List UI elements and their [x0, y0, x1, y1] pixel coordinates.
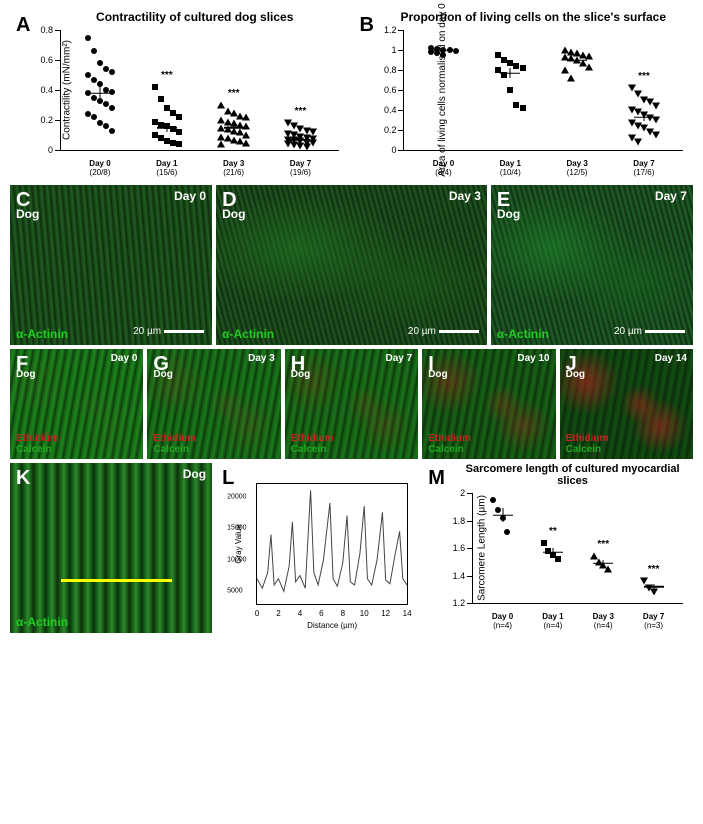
panel-j: J Dog Day 14 Ethidium Calcein	[560, 349, 693, 459]
panel-m: M Sarcomere length of cultured myocardia…	[422, 463, 693, 635]
panel-h: H Dog Day 7 Ethidium Calcein	[285, 349, 418, 459]
panel-i: I Dog Day 10 Ethidium Calcein	[422, 349, 555, 459]
panel-m-label: M	[428, 467, 445, 490]
panel-m-title: Sarcomere length of cultured myocardial …	[452, 463, 693, 487]
panel-c-label: C	[16, 189, 30, 212]
panel-c-scale: 20 µm	[133, 326, 204, 337]
figure-grid: A Contractility of cultured dog slices C…	[10, 10, 693, 635]
panel-a: A Contractility of cultured dog slices C…	[10, 10, 349, 181]
panel-e: E Dog Day 7 α-Actinin 20 µm	[491, 185, 693, 345]
panel-l-plot: Gray Value Distance (µm) 024681012145000…	[256, 483, 408, 605]
panel-k-label: K	[16, 467, 30, 490]
panel-a-label: A	[16, 14, 30, 37]
panel-m-ylabel: Sarcomere Length (µm)	[477, 495, 488, 601]
panel-l: L Gray Value Distance (µm) 0246810121450…	[216, 463, 418, 635]
panel-d: D Dog Day 3 α-Actinin 20 µm	[216, 185, 487, 345]
panel-a-ylabel: Contractility (mN/mm²)	[62, 40, 73, 140]
panel-d-day: Day 3	[449, 189, 481, 203]
panel-e-stain: α-Actinin	[497, 327, 549, 341]
panel-e-scale: 20 µm	[614, 326, 685, 337]
panel-f: F Dog Day 0 Ethidium Calcein	[10, 349, 143, 459]
panel-a-chart: Contractility (mN/mm²) 00.20.40.60.8Day …	[60, 30, 339, 151]
panel-c: C Dog Day 0 α-Actinin 20 µm	[10, 185, 212, 345]
panel-e-label: E	[497, 189, 510, 212]
panel-b-ylabel: Area of living cells normalised on day 0	[438, 3, 449, 176]
panel-e-day: Day 7	[655, 189, 687, 203]
panel-k-species: Dog	[183, 467, 206, 481]
panel-g: G Dog Day 3 Ethidium Calcein	[147, 349, 280, 459]
panel-b-label: B	[359, 14, 373, 37]
panel-m-chart: Sarcomere Length (µm) 1.21.41.61.82Day 0…	[472, 493, 683, 604]
panel-k-measure-line	[61, 579, 172, 582]
panel-a-title: Contractility of cultured dog slices	[40, 10, 349, 24]
panel-d-scale: 20 µm	[408, 326, 479, 337]
panel-b-chart: Area of living cells normalised on day 0…	[403, 30, 683, 151]
panel-k-stain: α-Actinin	[16, 615, 68, 629]
panel-l-label: L	[222, 467, 234, 490]
panel-c-stain: α-Actinin	[16, 327, 68, 341]
panel-l-xlabel: Distance (µm)	[307, 621, 357, 630]
panel-c-day: Day 0	[174, 189, 206, 203]
panel-k: K Dog α-Actinin	[10, 463, 212, 633]
panel-b-title: Proportion of living cells on the slice'…	[373, 10, 693, 24]
panel-d-stain: α-Actinin	[222, 327, 274, 341]
panel-d-label: D	[222, 189, 236, 212]
panel-b: B Proportion of living cells on the slic…	[353, 10, 693, 181]
